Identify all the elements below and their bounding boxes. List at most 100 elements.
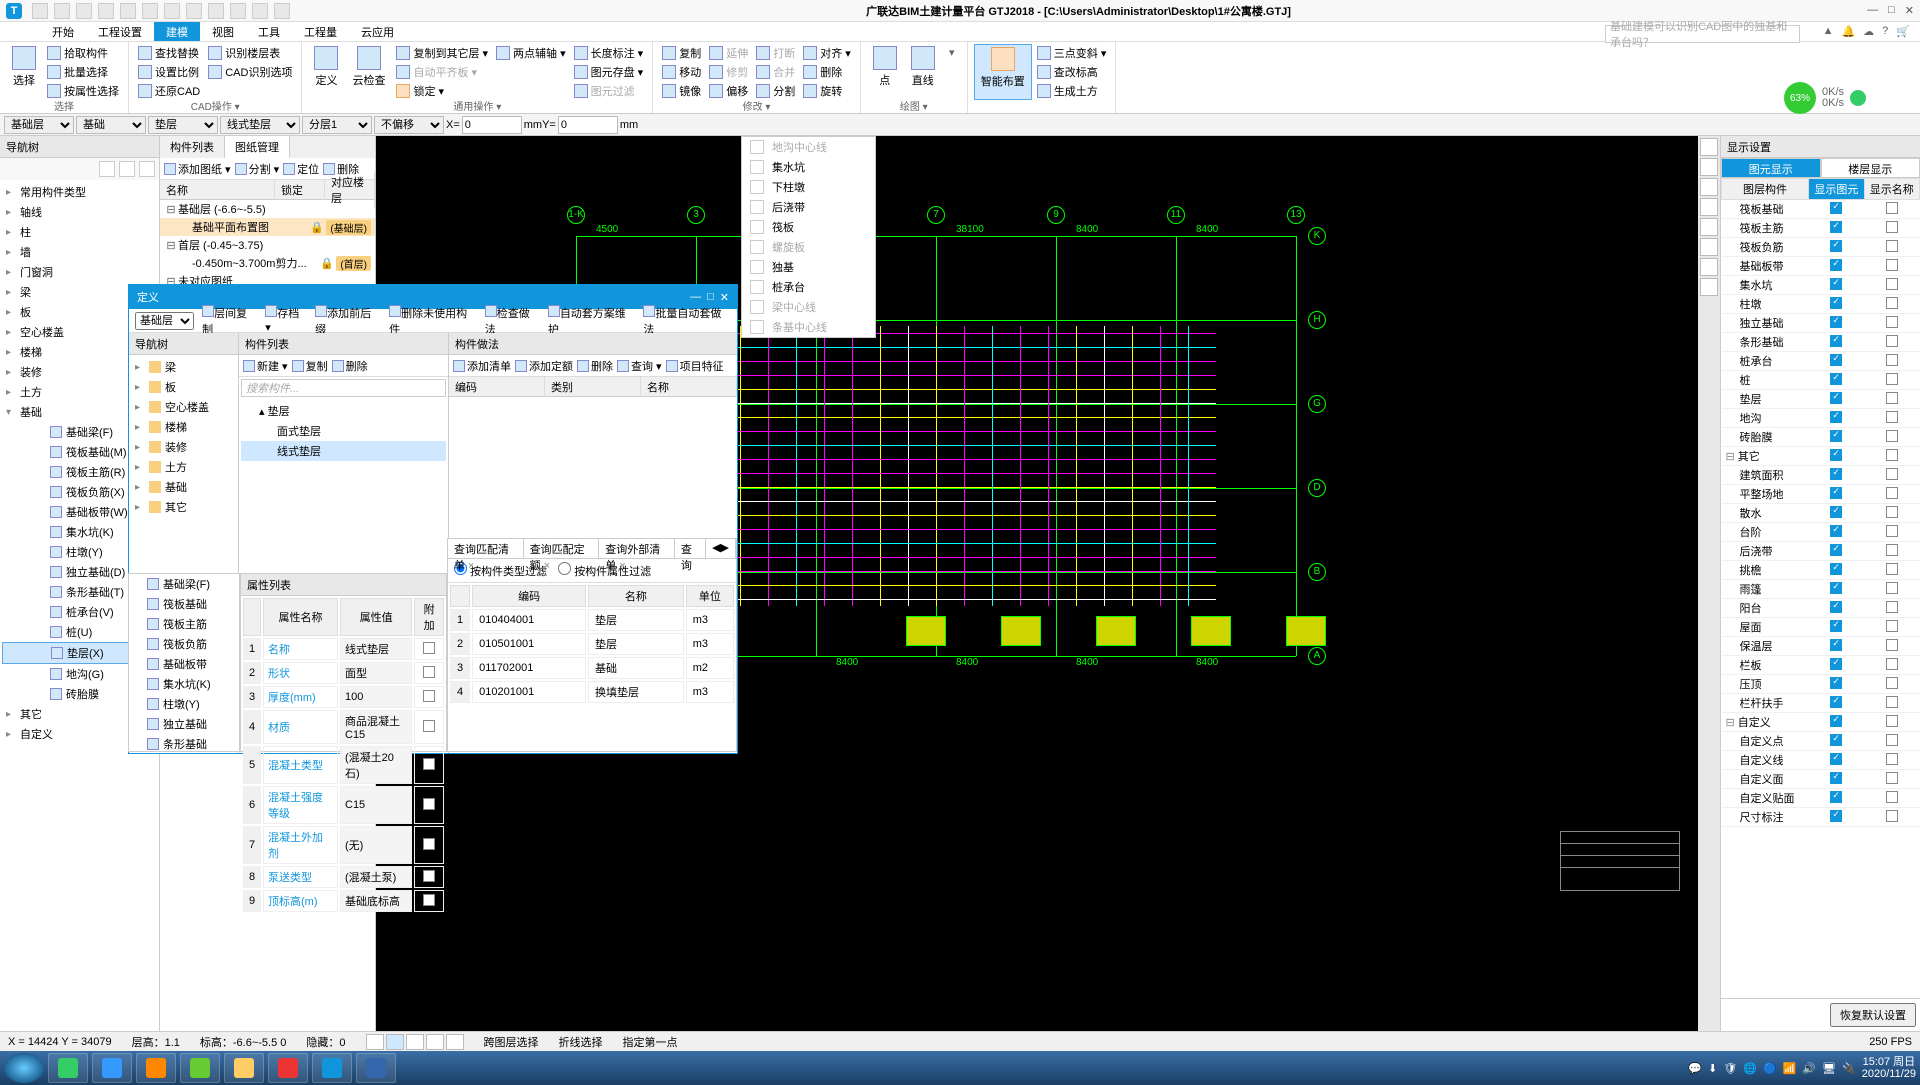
nav-sub-item[interactable]: 独立基础 (129, 714, 239, 734)
start-button[interactable] (4, 1053, 44, 1083)
tab[interactable]: 图元显示 (1721, 158, 1821, 178)
toolbar-item[interactable]: 新建 ▾ (243, 358, 288, 374)
display-row[interactable]: 平整场地 (1722, 485, 1920, 504)
qat-btn[interactable] (32, 3, 48, 19)
merge-button[interactable]: 合并 (753, 63, 798, 81)
toolbar-item[interactable]: 批量自动套做法 (643, 305, 731, 337)
sb-btn[interactable] (386, 1034, 404, 1050)
nav-sub-item[interactable]: 筏板负筋 (129, 634, 239, 654)
display-row[interactable]: 条形基础 (1722, 333, 1920, 352)
copy-to-floor-button[interactable]: 复制到其它层 ▾ (393, 44, 491, 62)
offset-select[interactable]: 不偏移 (374, 116, 444, 134)
length-dim-button[interactable]: 长度标注 ▾ (571, 44, 647, 62)
rtool-btn[interactable] (1700, 138, 1718, 156)
display-row[interactable]: 自定义点 (1722, 732, 1920, 751)
rtool-btn[interactable] (1700, 278, 1718, 296)
tree-item[interactable]: ▸楼梯 (131, 417, 236, 437)
edit-height-button[interactable]: 查改标高 (1034, 63, 1110, 81)
align-button[interactable]: 对齐 ▾ (800, 44, 854, 62)
gen-earth-button[interactable]: 生成土方 (1034, 82, 1110, 100)
cloud-icon[interactable]: ☁ (1863, 25, 1874, 38)
dropdown-item[interactable]: 集水坑 (742, 157, 875, 177)
display-row[interactable]: 阳台 (1722, 599, 1920, 618)
toolbar-item[interactable]: 添加定额 (515, 358, 573, 374)
toolbar-item[interactable]: 自动套方案维护 (548, 305, 636, 337)
dropdown-item[interactable]: 独基 (742, 257, 875, 277)
net-icon[interactable] (1850, 90, 1866, 106)
nav-sub-item[interactable]: 条形基础 (129, 734, 239, 752)
tab[interactable]: 构件列表 (160, 136, 225, 158)
nav-sub-item[interactable]: 基础梁(F) (129, 574, 239, 594)
query-row[interactable]: 4010201001换填垫层m3 (450, 681, 734, 703)
property-row[interactable]: 4材质商品混凝土C15 (243, 710, 444, 744)
display-row[interactable]: 栏杆扶手 (1722, 694, 1920, 713)
tree-item[interactable]: ▸基础 (131, 477, 236, 497)
property-row[interactable]: 2形状面型 (243, 662, 444, 684)
drawing-row[interactable]: -0.450m~3.700m剪力...🔒(首层) (160, 254, 375, 272)
qat-btn[interactable] (274, 3, 290, 19)
tree-item[interactable]: ▸土方 (131, 457, 236, 477)
dlg-floor-select[interactable]: 基础层 (135, 312, 194, 330)
display-row[interactable]: 压顶 (1722, 675, 1920, 694)
query-tab[interactable]: 查询外部清单× (599, 539, 675, 558)
query-tab[interactable]: 查询 (675, 539, 706, 558)
qat-btn[interactable] (54, 3, 70, 19)
tree-item[interactable]: ▸门窗洞 (2, 262, 157, 282)
toolbar-item[interactable]: 添加前后缀 (315, 305, 381, 337)
sb-btn[interactable] (406, 1034, 424, 1050)
auto-flat-button[interactable]: 自动平齐板 ▾ (393, 63, 491, 81)
taskbar-app[interactable] (136, 1053, 176, 1083)
toolbar-item[interactable]: 定位 (283, 161, 319, 177)
sb-btn[interactable] (366, 1034, 384, 1050)
tray-icon[interactable]: ⬇ (1708, 1062, 1717, 1075)
menu-tab[interactable]: 开始 (40, 22, 86, 41)
display-row[interactable]: ⊟ 其它 (1722, 447, 1920, 466)
ribbon-item[interactable]: 识别楼层表 (205, 44, 295, 62)
query-tab[interactable]: 查询匹配定额× (524, 539, 600, 558)
taskbar-app[interactable] (92, 1053, 132, 1083)
toolbar-item[interactable]: 存档 ▾ (265, 305, 307, 337)
rtool-btn[interactable] (1700, 238, 1718, 256)
property-row[interactable]: 8泵送类型(混凝土泵) (243, 866, 444, 888)
toolbar-item[interactable]: 查询 ▾ (617, 358, 662, 374)
dlg-min[interactable]: — (690, 291, 701, 304)
qat-btn[interactable] (252, 3, 268, 19)
nav-sub-item[interactable]: 筏板主筋 (129, 614, 239, 634)
nav-sub-item[interactable]: 基础板带 (129, 654, 239, 674)
comp-item[interactable]: 线式垫层 (241, 441, 446, 461)
tray-icon[interactable]: 📶 (1783, 1062, 1797, 1075)
cart-icon[interactable]: 🛒 (1896, 25, 1910, 38)
display-row[interactable]: 保温层 (1722, 637, 1920, 656)
property-row[interactable]: 9顶标高(m)基础底标高 (243, 890, 444, 912)
extend-button[interactable]: 延伸 (706, 44, 751, 62)
toolbar-item[interactable]: 删除未使用构件 (389, 305, 477, 337)
cloudcheck-button[interactable]: 云检查 (346, 44, 391, 100)
nav-sub-item[interactable]: 筏板基础 (129, 594, 239, 614)
display-row[interactable]: 独立基础 (1722, 314, 1920, 333)
dropdown-item[interactable]: 筏板 (742, 217, 875, 237)
qat-btn[interactable] (142, 3, 158, 19)
layer-select[interactable]: 分层1 (302, 116, 372, 134)
nav-sub-item[interactable]: 集水坑(K) (129, 674, 239, 694)
toolbar-item[interactable]: 删除 (577, 358, 613, 374)
rtool-btn[interactable] (1700, 218, 1718, 236)
taskbar-app[interactable] (356, 1053, 396, 1083)
rtool-btn[interactable] (1700, 158, 1718, 176)
toolbar-item[interactable]: 层间复制 (202, 305, 257, 337)
nav-sub-item[interactable]: 柱墩(Y) (129, 694, 239, 714)
toolbar-item[interactable]: 复制 (292, 358, 328, 374)
taskbar-app[interactable] (48, 1053, 88, 1083)
break-button[interactable]: 打断 (753, 44, 798, 62)
qat-btn[interactable] (164, 3, 180, 19)
display-row[interactable]: 垫层 (1722, 390, 1920, 409)
comp-item[interactable]: ▴ 垫层 (241, 401, 446, 421)
menu-tab[interactable]: 工具 (246, 22, 292, 41)
tray-icon[interactable]: 🌐 (1743, 1062, 1757, 1075)
ribbon-item[interactable]: 查找替换 (135, 44, 203, 62)
display-row[interactable]: 自定义线 (1722, 751, 1920, 770)
maximize-button[interactable]: □ (1888, 4, 1895, 17)
toolbar-item[interactable]: 分割 ▾ (235, 161, 280, 177)
qat-btn[interactable] (230, 3, 246, 19)
menu-tab[interactable]: 工程量 (292, 22, 349, 41)
tree-item[interactable]: ▸轴线 (2, 202, 157, 222)
